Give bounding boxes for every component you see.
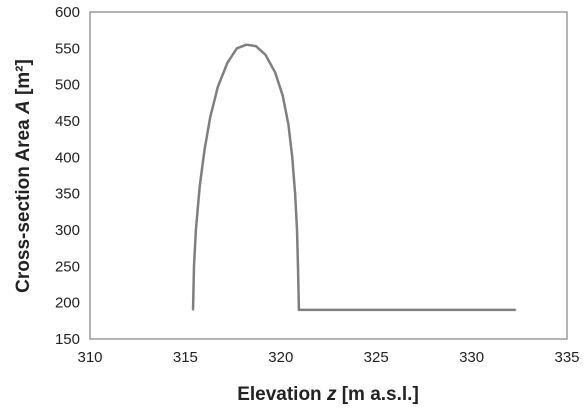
x-axis-label: Elevation z [m a.s.l.] <box>237 384 419 405</box>
y-part: A <box>13 100 34 115</box>
data-point <box>255 45 257 47</box>
data-point <box>209 116 211 119</box>
y-tick-labels: 150 200 250 300 350 400 450 500 550 600 <box>55 4 80 348</box>
data-point <box>264 54 267 56</box>
x-tick-label: 330 <box>459 349 484 366</box>
y-part: [m²] <box>13 59 34 100</box>
x-tick-label: 310 <box>77 349 102 366</box>
y-tick-label: 300 <box>55 222 80 239</box>
y-tick-label: 600 <box>55 4 80 21</box>
y-tick-label: 550 <box>55 40 80 57</box>
x-tick-label: 320 <box>268 349 293 366</box>
y-part: Cross-section Area <box>13 114 34 293</box>
y-tick-label: 150 <box>55 331 80 348</box>
plot-area-frame <box>89 11 568 340</box>
data-point <box>294 192 296 195</box>
data-point <box>281 94 284 97</box>
x-tick-label: 335 <box>554 349 579 366</box>
x-part: z <box>326 384 337 405</box>
data-point <box>192 309 194 311</box>
x-tick-label: 325 <box>364 349 389 366</box>
y-tick-label: 350 <box>55 186 80 203</box>
y-tick-label: 450 <box>55 113 80 130</box>
data-point <box>198 185 201 188</box>
x-tick-label: 315 <box>173 349 198 366</box>
data-point <box>298 309 300 311</box>
y-tick-label: 400 <box>55 149 80 166</box>
data-point <box>287 123 290 126</box>
y-tick-label: 250 <box>55 258 80 275</box>
data-point <box>297 265 299 268</box>
data-point <box>226 62 229 64</box>
data-point <box>236 47 238 50</box>
data-point <box>291 156 294 159</box>
series-group <box>191 43 517 312</box>
data-point <box>296 229 298 231</box>
y-axis-label: Cross-section Area A [m²] <box>13 59 34 293</box>
x-tick-labels: 310 315 320 325 330 335 <box>77 349 579 366</box>
data-point <box>274 71 276 74</box>
y-tick-label: 200 <box>55 295 80 312</box>
data-point <box>245 43 248 46</box>
data-point <box>514 309 517 311</box>
data-point <box>203 149 206 151</box>
y-tick-label: 500 <box>55 77 80 94</box>
data-point <box>193 265 195 268</box>
x-part: Elevation <box>237 384 327 405</box>
data-point <box>195 229 197 231</box>
data-point <box>217 86 219 88</box>
x-part: [m a.s.l.] <box>336 384 418 405</box>
